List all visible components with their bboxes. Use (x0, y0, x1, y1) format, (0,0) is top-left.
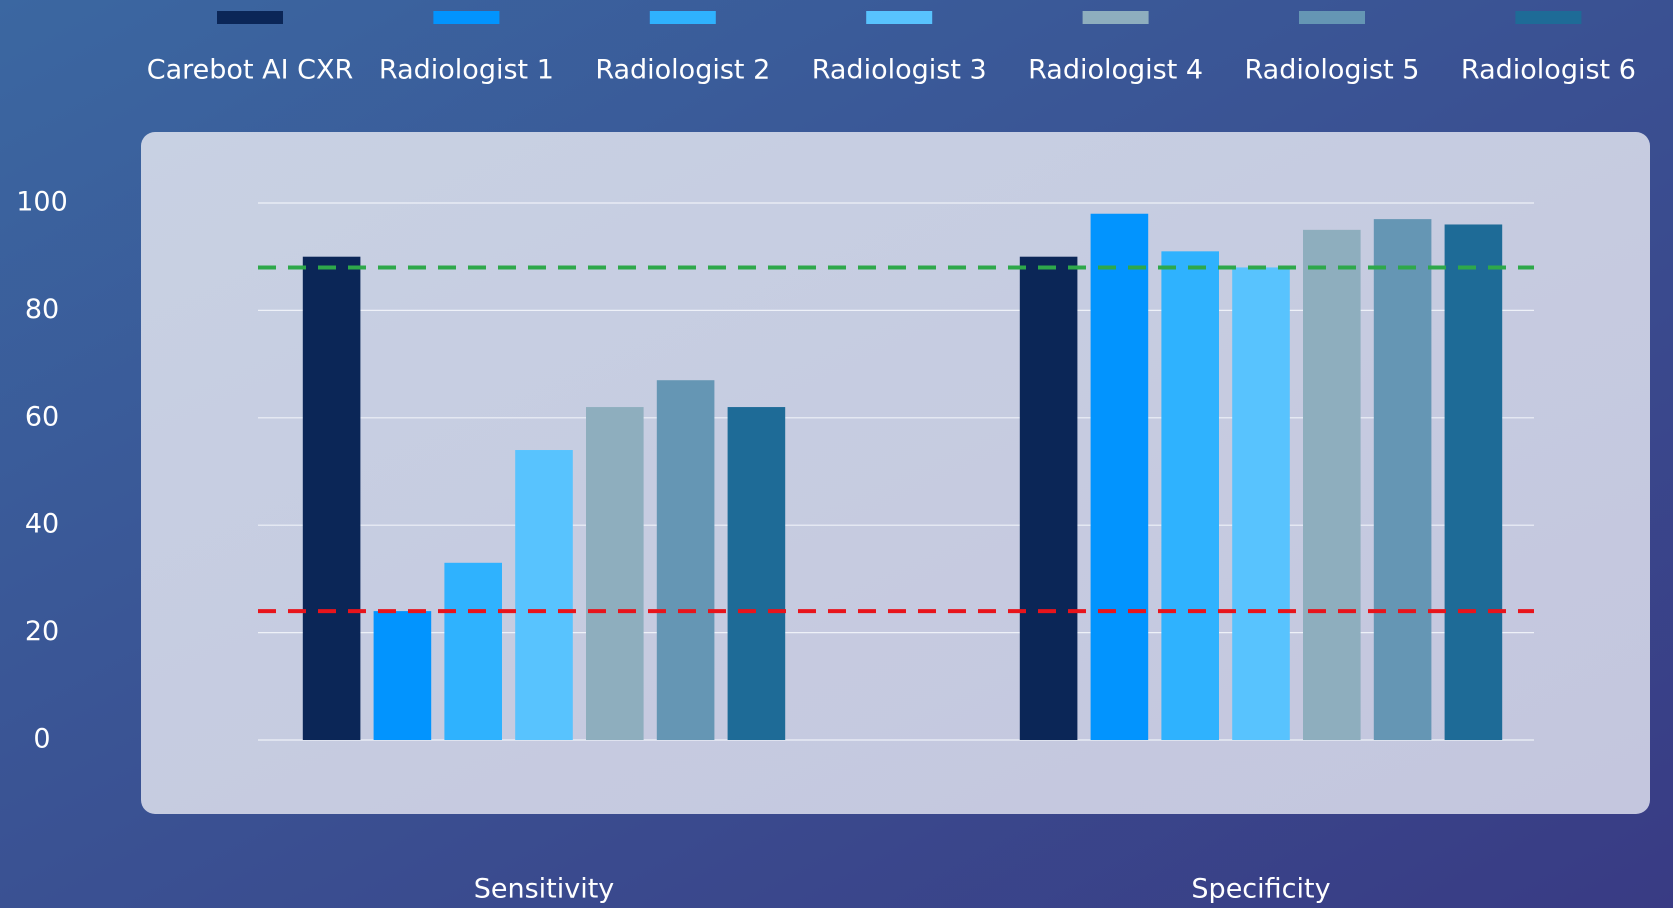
bar (302, 256, 361, 740)
y-tick-label: 0 (33, 724, 50, 755)
legend-label: Radiologist 1 (379, 55, 554, 86)
y-tick-label: 100 (16, 187, 68, 218)
y-tick-label: 60 (25, 401, 59, 432)
y-tick-label: 20 (25, 616, 59, 647)
y-tick-label: 80 (25, 294, 59, 325)
bar (1232, 267, 1290, 740)
bar (515, 450, 573, 740)
legend-swatch (1299, 11, 1365, 24)
bar (1303, 229, 1361, 740)
x-tick-label: Sensitivity (474, 874, 615, 905)
legend-swatch (866, 11, 933, 24)
bar (1373, 219, 1432, 741)
legend-label: Radiologist 3 (812, 55, 987, 86)
legend-swatch (217, 11, 283, 24)
bar (656, 380, 715, 740)
legend-label: Radiologist 5 (1245, 55, 1420, 86)
bar (444, 562, 502, 740)
legend-label: Radiologist 2 (595, 55, 770, 86)
legend-label: Radiologist 6 (1461, 55, 1636, 86)
legend-swatch (433, 11, 500, 24)
legend-swatch (649, 11, 716, 24)
bar (586, 407, 644, 740)
bar (1444, 224, 1503, 741)
legend-swatch (1515, 11, 1582, 24)
x-tick-label: Specificity (1191, 874, 1330, 905)
bar (373, 611, 432, 740)
bar (1161, 251, 1219, 740)
bar (727, 407, 786, 740)
bar (1090, 213, 1149, 741)
bar (1019, 256, 1078, 740)
legend-label: Radiologist 4 (1028, 55, 1203, 86)
legend-label: Carebot AI CXR (147, 55, 353, 86)
legend-swatch (1082, 11, 1149, 24)
y-tick-label: 40 (25, 509, 59, 540)
